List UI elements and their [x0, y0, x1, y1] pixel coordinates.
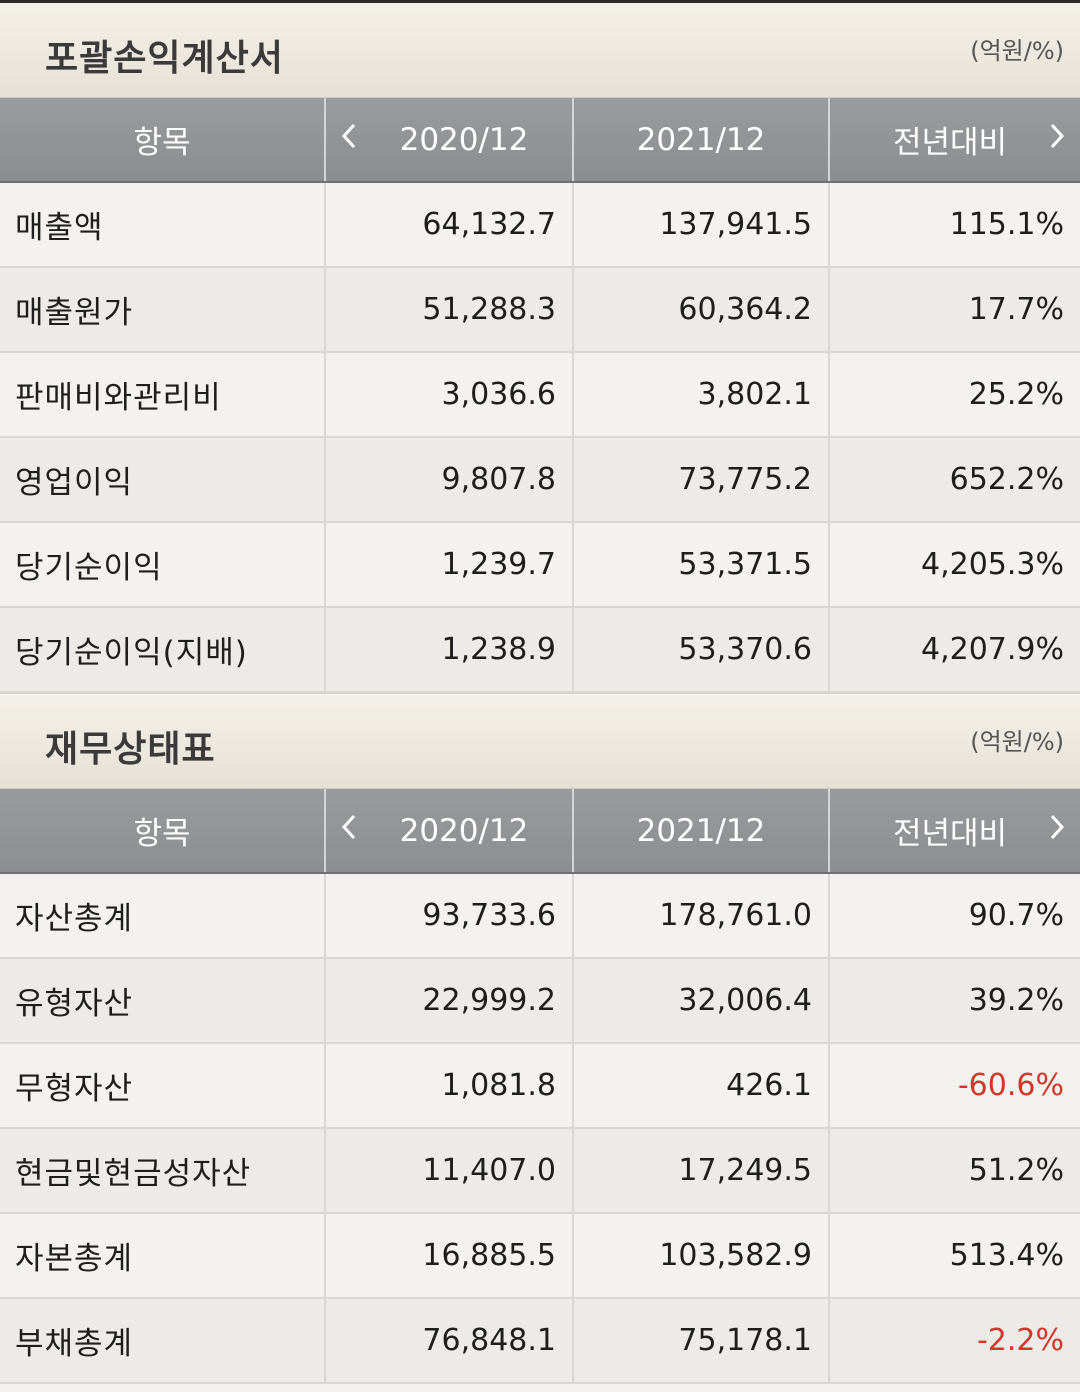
table-row: 유형자산 22,999.2 32,006.4 39.2% — [0, 958, 1080, 1044]
section-title: 포괄손익계산서 — [45, 38, 284, 79]
row-label: 영업이익 — [0, 437, 325, 523]
row-label: 자본총계 — [0, 1213, 325, 1299]
value-2021: 426.1 — [572, 1043, 829, 1129]
value-2021: 60,364.2 — [572, 267, 829, 353]
value-2021: 73,775.2 — [572, 437, 829, 523]
value-2020: 22,999.2 — [324, 958, 573, 1044]
value-yoy: -2.2% — [828, 1298, 1080, 1384]
value-2021: 17,249.5 — [572, 1128, 829, 1214]
value-yoy: 115.1% — [828, 182, 1080, 268]
header-item: 항목 — [0, 789, 325, 874]
value-yoy: -60.6% — [828, 1043, 1080, 1129]
balance-sheet-table: 항목 2020/12 2021/12 전년대비 자산총계 93,733.6 17… — [0, 789, 1080, 1384]
header-item: 항목 — [0, 98, 325, 183]
row-label: 매출액 — [0, 182, 325, 268]
table-header-row: 항목 2020/12 2021/12 전년대비 — [0, 789, 1080, 874]
balance-sheet-header: 재무상태표 (억원/%) — [0, 693, 1080, 789]
value-yoy: 25.2% — [828, 352, 1080, 438]
value-2020: 11,407.0 — [324, 1128, 573, 1214]
value-2020: 51,288.3 — [324, 267, 573, 353]
value-yoy: 652.2% — [828, 437, 1080, 523]
table-row: 매출액 64,132.7 137,941.5 115.1% — [0, 182, 1080, 268]
table-row: 매출원가 51,288.3 60,364.2 17.7% — [0, 267, 1080, 353]
value-2020: 3,036.6 — [324, 352, 573, 438]
section-title: 재무상태표 — [45, 729, 216, 770]
chevron-left-icon[interactable] — [340, 122, 358, 158]
value-2020: 16,885.5 — [324, 1213, 573, 1299]
income-statement-table: 항목 2020/12 2021/12 전년대비 매출액 64,132.7 137… — [0, 98, 1080, 693]
row-label: 판매비와관리비 — [0, 352, 325, 438]
value-2021: 53,371.5 — [572, 522, 829, 608]
header-yoy: 전년대비 — [828, 789, 1080, 874]
top-border — [0, 0, 1080, 3]
value-yoy: 17.7% — [828, 267, 1080, 353]
value-2021: 137,941.5 — [572, 182, 829, 268]
value-2021: 32,006.4 — [572, 958, 829, 1044]
table-row: 자산총계 93,733.6 178,761.0 90.7% — [0, 873, 1080, 959]
table-row: 무형자산 1,081.8 426.1 -60.6% — [0, 1043, 1080, 1129]
value-yoy: 513.4% — [828, 1213, 1080, 1299]
value-yoy: 51.2% — [828, 1128, 1080, 1214]
header-2021: 2021/12 — [572, 789, 829, 874]
table-header-row: 항목 2020/12 2021/12 전년대비 — [0, 98, 1080, 183]
row-label: 매출원가 — [0, 267, 325, 353]
value-2020: 64,132.7 — [324, 182, 573, 268]
header-2020: 2020/12 — [324, 98, 573, 183]
value-2021: 3,802.1 — [572, 352, 829, 438]
chevron-right-icon[interactable] — [1048, 813, 1066, 849]
row-label: 자산총계 — [0, 873, 325, 959]
chevron-left-icon[interactable] — [340, 813, 358, 849]
value-2020: 1,238.9 — [324, 607, 573, 693]
unit-label: (억원/%) — [970, 728, 1064, 756]
row-label: 당기순이익(지배) — [0, 607, 325, 693]
value-2021: 103,582.9 — [572, 1213, 829, 1299]
table-row: 판매비와관리비 3,036.6 3,802.1 25.2% — [0, 352, 1080, 438]
chevron-right-icon[interactable] — [1048, 122, 1066, 158]
value-2020: 1,239.7 — [324, 522, 573, 608]
table-row: 당기순이익 1,239.7 53,371.5 4,205.3% — [0, 522, 1080, 608]
value-yoy: 4,207.9% — [828, 607, 1080, 693]
value-yoy: 4,205.3% — [828, 522, 1080, 608]
value-yoy: 39.2% — [828, 958, 1080, 1044]
table-row: 당기순이익(지배) 1,238.9 53,370.6 4,207.9% — [0, 607, 1080, 693]
table-row: 영업이익 9,807.8 73,775.2 652.2% — [0, 437, 1080, 523]
row-label: 부채총계 — [0, 1298, 325, 1384]
table-row: 부채총계 76,848.1 75,178.1 -2.2% — [0, 1298, 1080, 1384]
row-label: 현금및현금성자산 — [0, 1128, 325, 1214]
row-label: 당기순이익 — [0, 522, 325, 608]
value-2020: 93,733.6 — [324, 873, 573, 959]
value-2020: 76,848.1 — [324, 1298, 573, 1384]
table-row: 자본총계 16,885.5 103,582.9 513.4% — [0, 1213, 1080, 1299]
row-label: 유형자산 — [0, 958, 325, 1044]
value-yoy: 90.7% — [828, 873, 1080, 959]
header-2020: 2020/12 — [324, 789, 573, 874]
row-label: 무형자산 — [0, 1043, 325, 1129]
table-row: 현금및현금성자산 11,407.0 17,249.5 51.2% — [0, 1128, 1080, 1214]
value-2020: 1,081.8 — [324, 1043, 573, 1129]
header-2021: 2021/12 — [572, 98, 829, 183]
value-2021: 178,761.0 — [572, 873, 829, 959]
value-2021: 75,178.1 — [572, 1298, 829, 1384]
header-yoy: 전년대비 — [828, 98, 1080, 183]
value-2020: 9,807.8 — [324, 437, 573, 523]
income-statement-header: 포괄손익계산서 (억원/%) — [0, 3, 1080, 98]
value-2021: 53,370.6 — [572, 607, 829, 693]
unit-label: (억원/%) — [970, 37, 1064, 65]
